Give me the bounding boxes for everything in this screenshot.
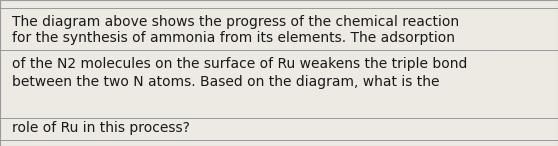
Text: role of Ru in this process?: role of Ru in this process? <box>12 121 190 135</box>
Text: The diagram above shows the progress of the chemical reaction: The diagram above shows the progress of … <box>12 15 459 29</box>
Text: between the two N atoms. Based on the diagram, what is the: between the two N atoms. Based on the di… <box>12 75 440 89</box>
Text: for the synthesis of ammonia from its elements. The adsorption: for the synthesis of ammonia from its el… <box>12 31 455 45</box>
Text: of the N2 molecules on the surface of Ru weakens the triple bond: of the N2 molecules on the surface of Ru… <box>12 57 468 71</box>
